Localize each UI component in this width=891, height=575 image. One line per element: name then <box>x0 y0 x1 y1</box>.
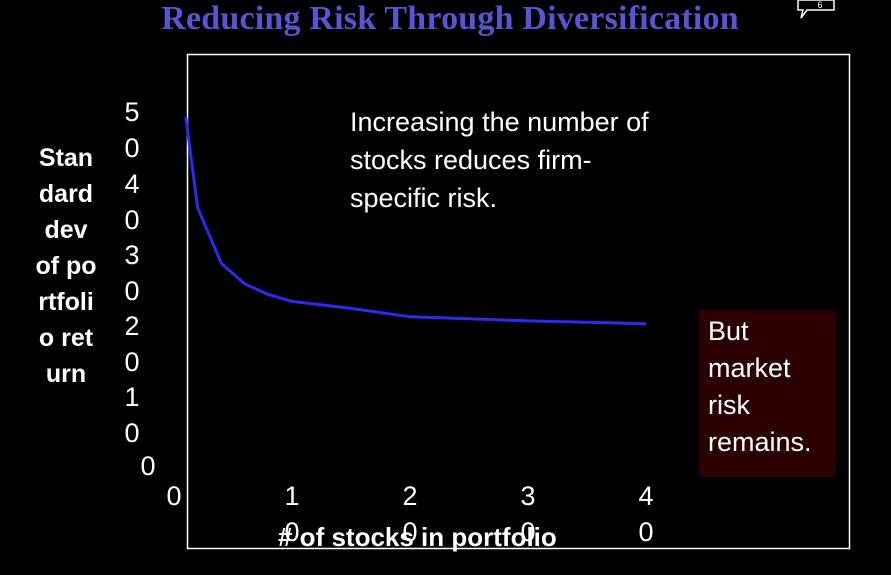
y-tick-label: 20 <box>124 311 140 377</box>
y-tick-label: 50 <box>124 97 140 163</box>
y-tick-label: 0 <box>140 451 156 481</box>
speech-bubble-label: 6 <box>817 0 822 10</box>
y-tick-label: 30 <box>124 240 140 306</box>
x-axis-label: # of stocks in portfolio <box>278 522 557 552</box>
x-tick-label: 20 <box>402 481 418 547</box>
x-tick-label: 30 <box>520 481 536 547</box>
series-line-0 <box>184 116 647 326</box>
y-tick-label: 40 <box>124 169 140 235</box>
speech-bubble-icon[interactable]: 6 <box>797 0 835 20</box>
plot-frame <box>186 53 851 550</box>
annotation-text: Increasing the number of stocks reduces … <box>350 107 649 213</box>
chart-title: Reducing Risk Through Diversification <box>161 0 739 37</box>
y-axis-label: Standard dev of portfolio return <box>35 144 97 388</box>
series-layer <box>184 116 647 326</box>
x-tick-label: 40 <box>638 481 654 547</box>
x-tick-label: 10 <box>284 481 300 547</box>
x-tick-label: 0 <box>166 481 182 511</box>
market-risk-callout: But market risk remains. <box>699 310 836 477</box>
y-tick-label: 10 <box>124 382 140 448</box>
